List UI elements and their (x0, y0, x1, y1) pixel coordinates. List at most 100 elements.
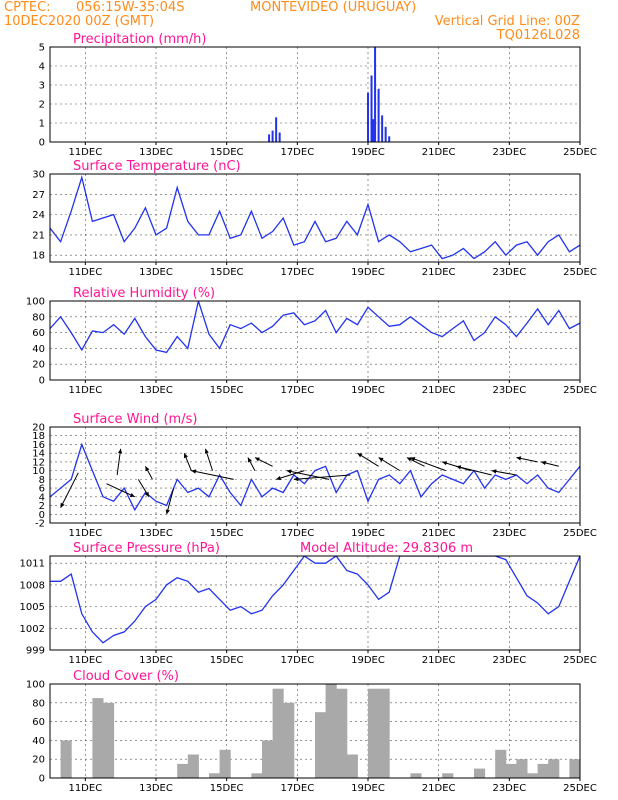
y-tick-label: 999 (26, 646, 45, 657)
header-model-code: TQ0126L028 (496, 28, 580, 43)
wind-arrow-shaft (60, 472, 79, 508)
cloud-bar (495, 749, 507, 778)
header: CPTEC: 056:15W-35:04S MONTEVIDEO (URUGUA… (4, 0, 580, 43)
panel-title-rh: Relative Humidity (%) (73, 286, 215, 301)
x-tick-label: 23DEC (492, 655, 526, 666)
precip-bar (384, 126, 387, 142)
panel-frame (49, 426, 581, 524)
wind-arrow-head (247, 457, 252, 463)
series-line-rh (50, 301, 580, 354)
cloud-bar (262, 740, 274, 778)
x-tick-label: 19DEC (351, 267, 385, 278)
x-tick-label: 23DEC (492, 147, 526, 158)
x-tick-label: 21DEC (422, 783, 456, 794)
y-tick-label: 1008 (20, 580, 45, 591)
cloud-bar (177, 763, 189, 778)
x-tick-label: 19DEC (351, 655, 385, 666)
wind-arrow-shaft (275, 470, 305, 480)
y-tick-label: 0 (39, 376, 45, 387)
panel-temp: Surface Temperature (nC) 18 21 24 27 30 11DEC 1… (32, 159, 597, 278)
header-location: MONTEVIDEO (URUGUAY) (250, 0, 416, 15)
y-tick-label: 1005 (20, 602, 45, 613)
y-tick-label: 20 (32, 423, 45, 434)
x-tick-label: 11DEC (68, 528, 102, 539)
y-tick-label: 0 (39, 774, 45, 785)
series-rh (50, 301, 580, 354)
series-precip (268, 47, 391, 142)
panel-pressure: Surface Pressure (hPa) Model Altitude: 29… (20, 541, 597, 666)
x-tick-label: 17DEC (280, 147, 314, 158)
panel-title-pressure: Surface Pressure (hPa) (73, 541, 220, 556)
y-tick-label: 100 (26, 297, 45, 308)
y-tick-label: 21 (32, 230, 45, 241)
panel-frame (49, 300, 581, 381)
y-tick-label: 100 (26, 680, 45, 691)
wind-arrow-head (357, 453, 363, 458)
y-tick-label: 1002 (20, 624, 45, 635)
cloud-bar (187, 754, 199, 778)
y-tick-label: 5 (39, 43, 45, 54)
y-tick-label: 12 (32, 457, 45, 468)
wind-arrow-shaft (442, 461, 471, 472)
x-tick-label: 13DEC (139, 147, 173, 158)
cloud-bar (283, 702, 295, 778)
x-tick-label: 11DEC (68, 783, 102, 794)
panel-frame (49, 46, 581, 143)
series-wind (50, 442, 580, 515)
y-tick-label: 30 (32, 170, 45, 181)
wind-arrow-head (144, 491, 149, 497)
y-tick-label: -2 (35, 519, 45, 530)
y-tick-label: 1011 (20, 559, 45, 570)
y-tick-label: 2 (39, 501, 45, 512)
series-line-pressure (50, 556, 580, 644)
x-tick-label: 19DEC (351, 385, 385, 396)
cloud-bar (548, 759, 560, 778)
x-tick-label: 21DEC (422, 385, 456, 396)
precip-bar (278, 132, 281, 142)
y-tick-label: 6 (39, 484, 45, 495)
y-tick-label: 20 (32, 360, 45, 371)
y-tick-label: 8 (39, 475, 45, 486)
x-tick-label: 25DEC (563, 267, 597, 278)
x-tick-label: 25DEC (563, 783, 597, 794)
x-tick-label: 11DEC (68, 385, 102, 396)
y-tick-label: 18 (32, 251, 45, 262)
cloud-bar (368, 688, 380, 778)
wind-arrow-head (541, 460, 546, 466)
cloud-bar (336, 688, 348, 778)
cloud-bar (346, 754, 358, 778)
wind-arrow-head (60, 502, 65, 508)
wind-arrow-head (378, 457, 384, 462)
panel-title-cloud: Cloud Cover (%) (73, 669, 179, 684)
wind-arrow-head (410, 457, 416, 462)
x-tick-label: 15DEC (210, 385, 244, 396)
x-tick-label: 15DEC (210, 147, 244, 158)
y-tick-label: 80 (32, 698, 45, 709)
cloud-bar (315, 712, 327, 778)
cloud-bar (410, 773, 422, 778)
wind-arrow-head (183, 453, 188, 459)
x-tick-label: 11DEC (68, 655, 102, 666)
panel-frame (49, 173, 581, 263)
x-tick-label: 17DEC (280, 267, 314, 278)
cloud-bar (474, 768, 486, 778)
x-tick-label: 21DEC (422, 147, 456, 158)
y-tick-label: 10 (32, 466, 45, 477)
x-tick-label: 13DEC (139, 385, 173, 396)
wind-arrow-head (145, 466, 150, 472)
panel-title-precip: Precipitation (mm/h) (73, 32, 206, 47)
y-tick-label: 0 (39, 138, 45, 149)
cloud-bar (569, 759, 580, 778)
y-tick-label: 4 (39, 62, 45, 73)
wind-arrow-head (165, 509, 170, 515)
cloud-bar (103, 702, 115, 778)
header-source: CPTEC: (4, 0, 51, 15)
wind-arrow-head (117, 448, 123, 454)
wind-arrow-head (406, 457, 412, 462)
cloud-bar (272, 688, 284, 778)
x-tick-label: 19DEC (351, 528, 385, 539)
cloud-bar (537, 763, 549, 778)
x-tick-label: 13DEC (139, 783, 173, 794)
wind-arrow-head (191, 469, 197, 474)
